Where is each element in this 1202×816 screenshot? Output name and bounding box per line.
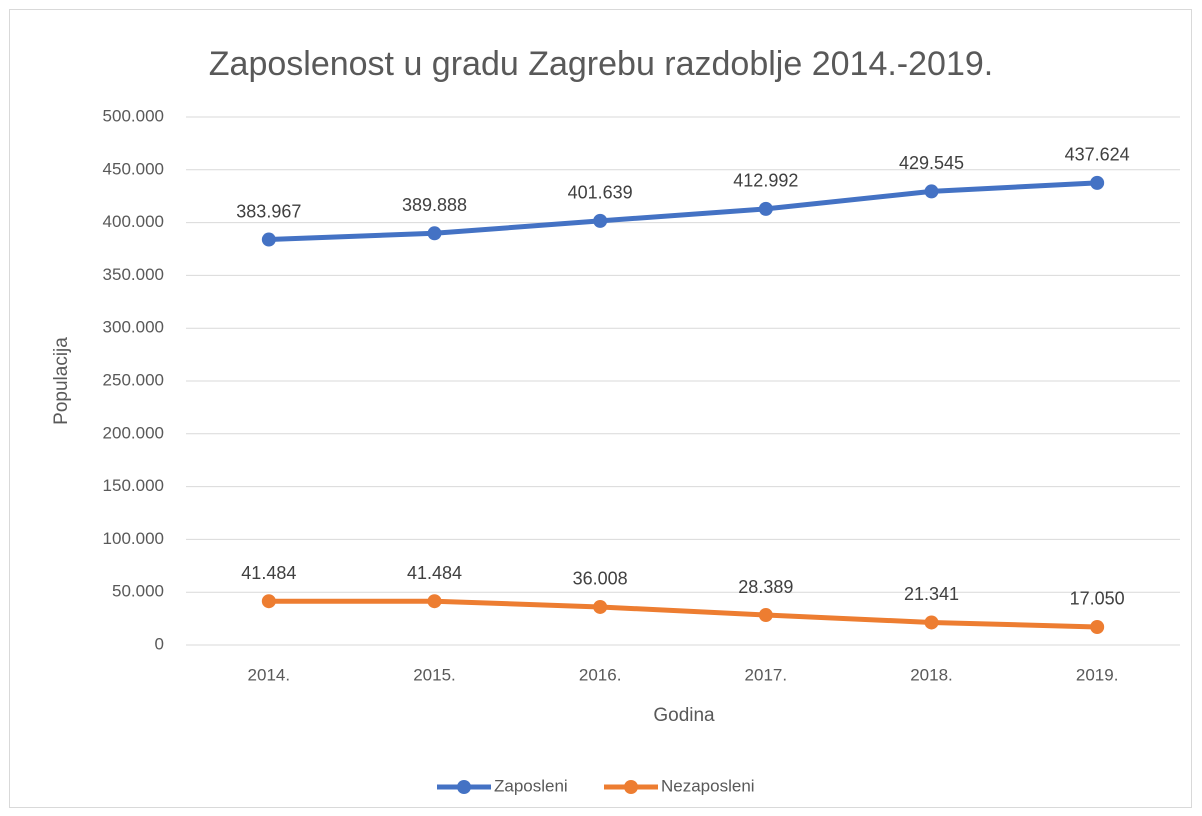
legend-label: Zaposleni xyxy=(494,776,568,795)
x-tick-label: 2016. xyxy=(579,665,622,684)
x-tick-label: 2015. xyxy=(413,665,456,684)
marker xyxy=(593,213,608,228)
x-tick-label: 2019. xyxy=(1076,665,1119,684)
data-label: 412.992 xyxy=(733,171,798,191)
chart-border xyxy=(9,9,1192,808)
y-tick-label: 250.000 xyxy=(103,370,164,389)
data-label: 36.008 xyxy=(573,569,628,589)
marker xyxy=(593,599,608,614)
line xyxy=(268,180,1098,243)
marker xyxy=(758,201,773,216)
data-label: 401.639 xyxy=(568,183,633,203)
legend-label: Nezaposleni xyxy=(661,776,755,795)
data-label: 41.484 xyxy=(241,563,296,583)
marker xyxy=(427,594,442,609)
y-tick-label: 200.000 xyxy=(103,423,164,442)
data-label: 389.888 xyxy=(402,195,467,215)
y-tick-label: 300.000 xyxy=(103,318,164,337)
y-tick-label: 350.000 xyxy=(103,265,164,284)
y-axis-title: Populacija xyxy=(51,337,72,425)
marker xyxy=(924,184,939,199)
marker xyxy=(261,594,276,609)
data-label: 383.967 xyxy=(236,201,301,221)
y-tick-label: 150.000 xyxy=(103,476,164,495)
legend-marker xyxy=(624,780,638,794)
x-tick-label: 2014. xyxy=(248,665,291,684)
data-label: 429.545 xyxy=(899,153,964,173)
marker xyxy=(427,226,442,241)
y-tick-label: 50.000 xyxy=(112,582,164,601)
data-label: 41.484 xyxy=(407,563,462,583)
marker xyxy=(261,232,276,247)
x-tick-label: 2017. xyxy=(745,665,788,684)
line xyxy=(268,598,1098,630)
marker xyxy=(1090,619,1105,634)
chart-title: Zaposlenost u gradu Zagrebu razdoblje 20… xyxy=(209,45,993,83)
y-tick-label: 0 xyxy=(155,634,164,653)
x-axis-title: Godina xyxy=(653,705,715,726)
data-label: 28.389 xyxy=(738,577,793,597)
y-tick-label: 450.000 xyxy=(103,159,164,178)
x-tick-label: 2018. xyxy=(910,665,953,684)
legend-marker xyxy=(457,780,471,794)
marker xyxy=(758,608,773,623)
data-label: 437.624 xyxy=(1065,145,1130,165)
y-tick-label: 100.000 xyxy=(103,529,164,548)
marker xyxy=(924,615,939,630)
data-label: 17.050 xyxy=(1070,589,1125,609)
y-tick-label: 400.000 xyxy=(103,212,164,231)
marker xyxy=(1090,175,1105,190)
y-tick-label: 500.000 xyxy=(103,106,164,125)
data-label: 21.341 xyxy=(904,584,959,604)
